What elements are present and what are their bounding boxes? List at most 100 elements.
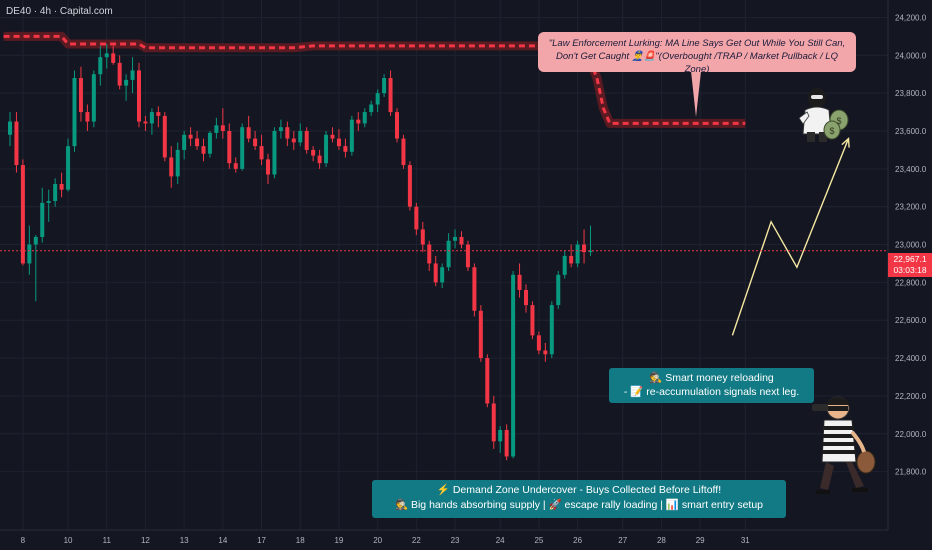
candle-body [72, 78, 77, 147]
candle-body [117, 62, 122, 86]
candle-body [575, 244, 580, 264]
candle-body [201, 146, 206, 154]
candle-body [8, 121, 12, 135]
x-tick-label: 25 [534, 536, 543, 545]
candle-body [407, 165, 412, 207]
candle-body [336, 138, 341, 147]
candle-body [356, 119, 361, 124]
candle-body [85, 112, 90, 122]
candle-body [349, 119, 354, 152]
pink-callout-pointer [691, 71, 701, 117]
x-tick-label: 24 [496, 536, 505, 545]
candle-body [220, 125, 225, 131]
symbol-label[interactable]: DE40 · 4h · Capital.com [6, 6, 113, 17]
candle-body [511, 274, 516, 457]
candle-body [59, 183, 64, 190]
candle-body [311, 149, 316, 156]
candle-body [491, 403, 496, 442]
time-axis-bg [0, 530, 932, 550]
candle-body [478, 310, 483, 359]
x-tick-label: 10 [64, 536, 73, 545]
price-axis[interactable]: 21,800.0 22,000.0 22,200.0 22,400.0 22,600.0… [895, 13, 927, 476]
x-tick-label: 31 [741, 536, 750, 545]
y-tick-label: 24,000.0 [895, 51, 927, 60]
candle-body [504, 429, 509, 457]
candle-body [195, 138, 200, 147]
candle-body [20, 165, 25, 264]
time-axis[interactable]: 8 10 11 12 13 14 17 18 19 20 22 23 24 25 26 27 28 29 31 [21, 536, 751, 545]
candle-body [556, 274, 561, 306]
y-tick-label: 22,800.0 [895, 278, 927, 287]
candle-body [395, 112, 399, 139]
candle-body [330, 134, 335, 139]
candle-body [169, 157, 174, 177]
candle-body [543, 350, 548, 355]
ma-line [3, 31, 746, 128]
candle-body [124, 79, 129, 86]
candle-body [453, 236, 458, 241]
candle-body [285, 127, 290, 139]
candle-body [53, 183, 58, 202]
robber-with-binoculars-icon [812, 396, 876, 494]
candle-body [253, 138, 258, 147]
candle-body [266, 159, 270, 175]
candle-body [401, 138, 406, 166]
candle-body [46, 201, 51, 203]
y-tick-label: 21,800.0 [895, 468, 927, 477]
candle-body [324, 134, 329, 164]
candle-body [240, 127, 245, 169]
candle-body [98, 57, 103, 75]
y-tick-label: 22,000.0 [895, 430, 927, 439]
candle-body [375, 93, 380, 105]
candle-body [549, 305, 554, 355]
svg-text:$: $ [836, 116, 841, 126]
candle-body [343, 146, 348, 152]
x-tick-label: 28 [657, 536, 666, 545]
ma-warning-line1: "Law Enforcement Lurking: MA Line Says G… [548, 38, 846, 49]
ma-line-dashed [3, 34, 746, 125]
candle-body [214, 125, 219, 133]
candle-body [298, 131, 303, 143]
candle-body [233, 163, 238, 169]
candle-body [420, 229, 425, 245]
x-tick-label: 8 [21, 536, 26, 545]
projection-arrowhead [841, 137, 850, 148]
candle-body [427, 244, 432, 264]
candle-body [582, 244, 587, 253]
candle-body [414, 206, 419, 230]
smart-money-callout[interactable]: 🕵 Smart money reloading - 📝 re-accumulat… [609, 368, 814, 403]
x-tick-label: 20 [373, 536, 382, 545]
y-tick-label: 23,400.0 [895, 165, 927, 174]
candle-body [156, 112, 161, 116]
x-tick-label: 19 [334, 536, 343, 545]
candle-body [246, 127, 251, 139]
x-tick-label: 29 [696, 536, 705, 545]
candle-body [111, 53, 116, 63]
candle-body [27, 244, 32, 264]
ma-warning-callout[interactable]: "Law Enforcement Lurking: MA Line Says G… [538, 32, 856, 75]
y-tick-label: 23,600.0 [895, 127, 927, 136]
candle-body [227, 131, 232, 164]
candle-body [188, 134, 193, 139]
x-tick-label: 18 [296, 536, 305, 545]
projection-path [731, 137, 850, 336]
masked-robber-with-money-bags-icon: $ $ [798, 88, 849, 142]
candle-body [272, 131, 277, 175]
candle-body [91, 74, 96, 122]
candles [8, 43, 593, 461]
x-tick-label: 23 [451, 536, 460, 545]
candle-body [317, 155, 322, 164]
x-tick-label: 12 [141, 536, 150, 545]
candle-body [137, 70, 141, 122]
x-tick-label: 26 [573, 536, 582, 545]
candle-body [175, 149, 180, 177]
x-tick-label: 13 [180, 536, 189, 545]
demand-zone-line2: 🕵 Big hands absorbing supply | 🚀 escape … [394, 499, 764, 511]
candle-body [517, 274, 522, 290]
candle-body [388, 78, 393, 113]
candle-body [130, 70, 135, 80]
candle-body [278, 127, 283, 131]
demand-zone-callout[interactable]: ⚡ Demand Zone Undercover - Buys Collecte… [372, 480, 786, 518]
candle-body [304, 131, 309, 150]
